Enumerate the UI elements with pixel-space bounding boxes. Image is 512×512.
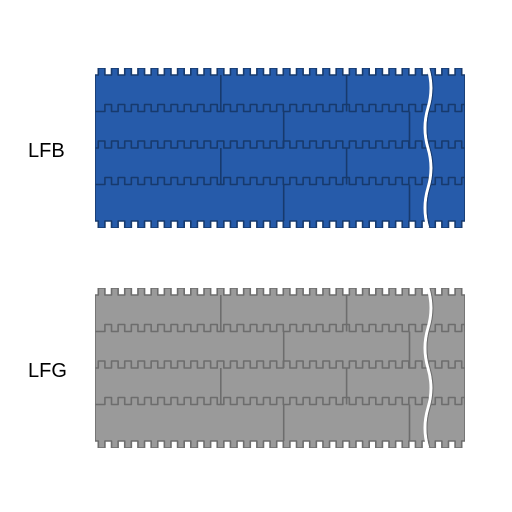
- belt-lfg: [95, 288, 465, 448]
- label-lfg: LFG: [28, 360, 67, 383]
- page: LFB LFG: [0, 0, 512, 512]
- label-lfb: LFB: [28, 140, 65, 163]
- belt-lfb: [95, 68, 465, 228]
